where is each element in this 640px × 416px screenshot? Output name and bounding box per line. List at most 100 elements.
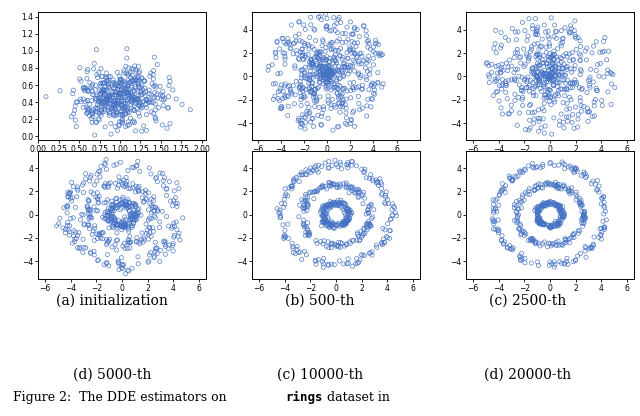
Point (146, 233, 156, 240)
Point (120, 103, 131, 109)
Point (568, 168, 579, 174)
Point (300, 74, 310, 81)
Point (539, 100, 549, 106)
Point (556, 210, 566, 216)
Point (600, 224, 610, 231)
Point (365, 223, 376, 229)
Point (571, 35, 581, 42)
Point (320, 48, 330, 54)
Point (154, 104, 164, 111)
Point (518, 228, 528, 234)
Point (296, 67, 306, 74)
Point (574, 51, 584, 57)
Point (103, 238, 113, 245)
Point (548, 75, 559, 82)
Point (531, 51, 541, 57)
Point (137, 194, 147, 201)
Point (326, 180, 336, 187)
Point (513, 211, 524, 218)
Point (308, 61, 319, 68)
Point (554, 69, 564, 75)
Point (319, 74, 330, 81)
Point (116, 200, 127, 206)
Point (125, 213, 136, 220)
Point (83, 88, 93, 95)
Point (137, 104, 147, 111)
Point (136, 128, 147, 134)
Point (377, 84, 387, 91)
Point (602, 67, 612, 73)
Point (533, 219, 543, 225)
Point (161, 186, 172, 193)
Point (360, 195, 370, 201)
Point (88, 91, 98, 98)
Point (134, 68, 145, 75)
Point (129, 211, 139, 218)
Point (532, 74, 542, 81)
Point (515, 169, 525, 176)
Point (151, 118, 161, 124)
Point (554, 185, 564, 192)
Point (342, 87, 352, 94)
Point (324, 66, 335, 73)
Point (301, 108, 312, 115)
Point (120, 201, 130, 208)
Point (497, 238, 507, 244)
Point (549, 223, 559, 230)
Point (102, 213, 113, 220)
Point (581, 254, 591, 260)
Point (101, 156, 111, 163)
Point (104, 92, 115, 99)
Point (292, 246, 302, 253)
Point (531, 238, 541, 245)
Point (148, 83, 159, 89)
Point (299, 208, 309, 215)
Point (319, 217, 329, 223)
Point (278, 88, 288, 95)
Point (126, 94, 136, 100)
Point (312, 70, 322, 77)
Point (275, 70, 285, 77)
Point (516, 198, 527, 205)
Point (531, 65, 541, 72)
Point (144, 90, 154, 97)
Point (321, 70, 332, 77)
Point (311, 237, 321, 244)
Point (550, 203, 560, 209)
Point (494, 228, 504, 234)
Point (513, 206, 524, 213)
Point (62, 222, 72, 229)
Point (106, 202, 116, 208)
Point (557, 35, 567, 42)
Point (579, 211, 589, 218)
Point (133, 63, 143, 69)
Point (535, 115, 545, 122)
Point (156, 247, 166, 254)
Point (548, 199, 559, 206)
Point (579, 171, 589, 178)
Point (145, 201, 155, 207)
Point (126, 104, 136, 111)
Point (314, 49, 324, 56)
Point (118, 219, 128, 226)
Point (321, 80, 331, 87)
Point (340, 63, 350, 69)
Point (113, 122, 124, 129)
Point (606, 101, 616, 108)
Point (131, 188, 141, 195)
Point (142, 227, 152, 233)
Point (551, 183, 561, 189)
Point (92, 207, 102, 214)
Point (305, 14, 316, 21)
Point (543, 200, 553, 206)
Point (330, 221, 340, 228)
Point (120, 240, 130, 247)
Point (532, 215, 543, 222)
Point (345, 47, 355, 53)
Point (517, 96, 527, 103)
Point (125, 220, 135, 227)
Point (113, 237, 123, 243)
Point (314, 51, 324, 57)
Point (305, 230, 315, 236)
Point (154, 224, 164, 231)
